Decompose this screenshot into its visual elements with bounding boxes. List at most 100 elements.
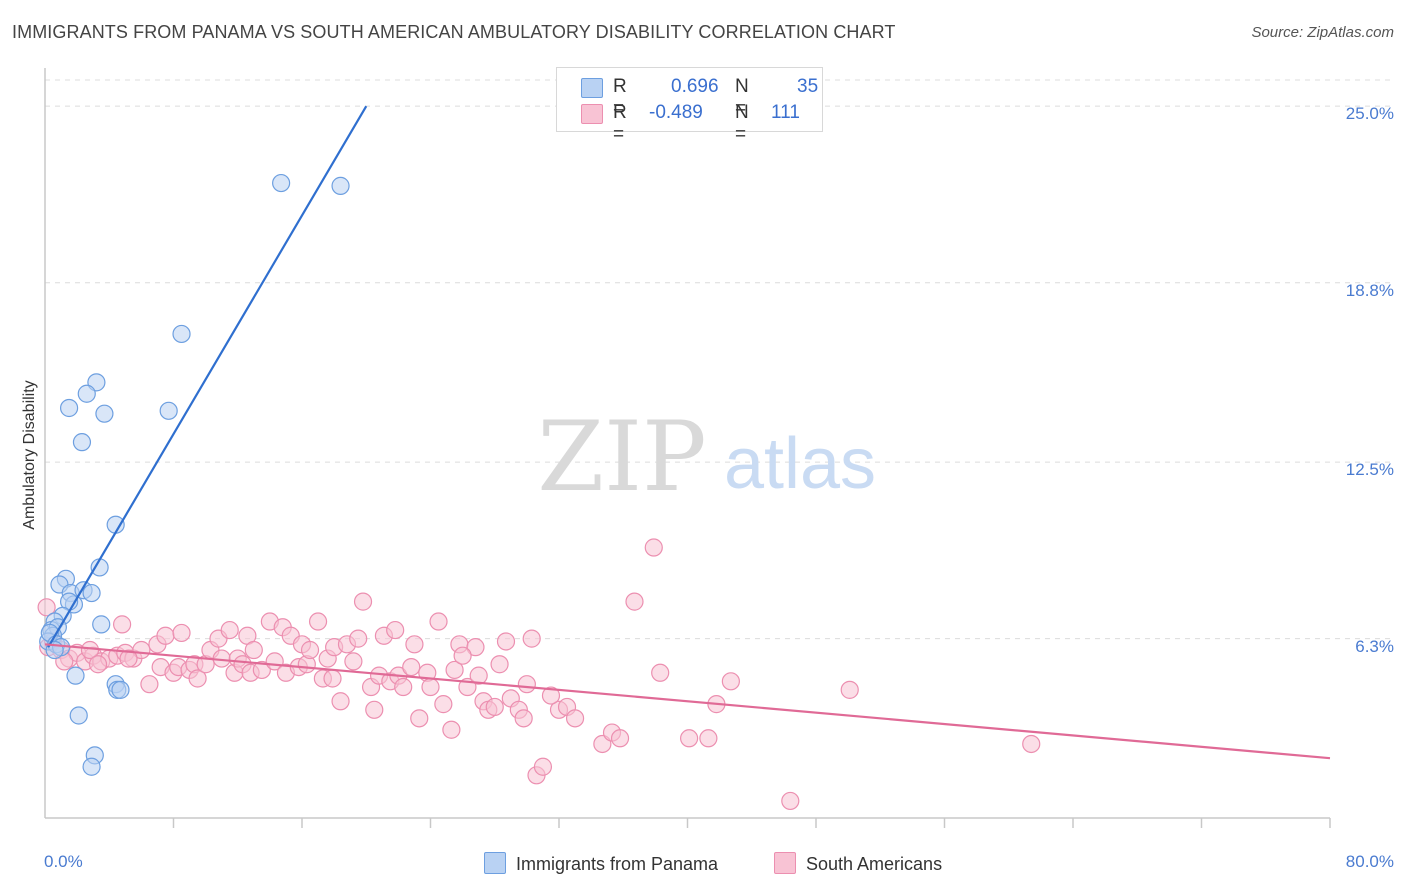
south-americans-point [244, 640, 263, 660]
south-americans-trend-line [44, 643, 1331, 760]
south-americans-point [140, 675, 159, 694]
axes [44, 68, 1331, 828]
r-value: -0.489 [649, 102, 703, 123]
panama-point [159, 401, 178, 420]
south-americans-point [721, 672, 740, 691]
grid-lines [45, 79, 1392, 640]
south-americans-point [469, 666, 488, 685]
south-americans-point [429, 612, 448, 631]
south-americans-point [365, 700, 384, 719]
south-americans-point [610, 729, 630, 748]
legend-label: South Americans [806, 854, 943, 874]
panama-point [92, 615, 111, 634]
source-credit: Source: ZipAtlas.com [1251, 24, 1394, 41]
legend-swatch-blue [484, 852, 506, 874]
n-value: 35 [797, 76, 819, 97]
south-americans-point [410, 709, 429, 728]
legend-swatch-pink [774, 852, 796, 874]
south-americans-points [37, 538, 1041, 811]
south-americans-point [533, 757, 553, 776]
panama-point [82, 583, 101, 603]
south-americans-point [541, 686, 561, 705]
south-americans-point [308, 612, 328, 631]
south-americans-point [349, 629, 368, 648]
south-americans-point [699, 729, 718, 748]
south-americans-point [445, 660, 464, 680]
watermark: ZIP atlas [537, 401, 876, 513]
south-americans-point [252, 660, 271, 680]
south-americans-point [434, 695, 453, 714]
n-value: 111 [771, 102, 800, 123]
south-americans-point [323, 669, 342, 688]
legend-item-panama: Immigrants from Panama [484, 852, 718, 875]
legend-item-south-americans: South Americans [774, 852, 942, 875]
r-value: 0.696 [671, 76, 719, 97]
panama-point [82, 757, 101, 776]
south-americans-point [496, 632, 516, 651]
south-americans-point [156, 626, 175, 645]
south-americans-point [522, 629, 541, 648]
panama-point [72, 433, 92, 452]
chart-title: IMMIGRANTS FROM PANAMA VS SOUTH AMERICAN… [12, 22, 896, 42]
panama-point [69, 706, 88, 725]
legend-swatch-blue [581, 78, 603, 98]
south-americans-point [300, 640, 320, 660]
correlation-legend: R = 0.696 N = 35 R = -0.489 N = 111 [556, 67, 823, 145]
y-tick-label: 6.3% [1355, 636, 1394, 656]
south-americans-point [220, 620, 239, 640]
y-tick-label: 18.8% [1345, 280, 1394, 300]
panama-point [66, 666, 85, 685]
panama-point [95, 404, 114, 423]
panama-point [77, 384, 96, 403]
south-americans-point [344, 652, 363, 671]
south-americans-point [88, 655, 108, 674]
x-tick-max: 80.0% [1345, 852, 1394, 871]
watermark-zip: ZIP [537, 401, 706, 513]
south-americans-point [680, 729, 699, 748]
panama-point [331, 176, 350, 195]
y-tick-label: 12.5% [1345, 460, 1394, 480]
south-americans-point [394, 677, 413, 697]
legend-swatch-pink [581, 104, 603, 124]
south-americans-point [353, 592, 373, 611]
south-americans-point [402, 657, 421, 677]
x-tick-min: 0.0% [44, 852, 83, 871]
trend-lines [44, 105, 1331, 760]
r-label: R = [613, 76, 627, 119]
south-americans-point [331, 692, 350, 711]
panama-point [59, 398, 79, 418]
south-americans-point [651, 663, 670, 682]
south-americans-point [781, 791, 800, 811]
n-label: N = [735, 102, 749, 145]
south-americans-point [490, 655, 509, 674]
panama-points [39, 173, 350, 776]
south-americans-point [119, 649, 138, 668]
south-americans-point [517, 675, 536, 694]
south-americans-point [1022, 734, 1041, 754]
south-americans-point [514, 709, 533, 728]
south-americans-point [405, 635, 424, 654]
south-americans-point [453, 646, 472, 665]
south-americans-point [466, 638, 485, 657]
south-americans-point [386, 620, 405, 640]
south-americans-point [421, 677, 440, 697]
watermark-atlas: atlas [724, 424, 876, 504]
south-americans-point [188, 669, 207, 688]
panama-point [172, 324, 191, 344]
panama-trend-line [47, 105, 368, 648]
south-americans-point [485, 697, 504, 717]
panama-point [272, 173, 291, 193]
south-americans-point [565, 709, 585, 728]
south-americans-point [442, 720, 461, 739]
south-americans-point [37, 598, 56, 617]
legend-label: Immigrants from Panama [516, 854, 719, 874]
south-americans-point [625, 592, 644, 611]
south-americans-point [644, 538, 663, 557]
n-label: N = [735, 76, 749, 119]
r-label: R = [613, 102, 627, 145]
south-americans-point [840, 680, 859, 699]
panama-point [111, 680, 130, 699]
south-americans-point [112, 615, 132, 634]
south-americans-point [172, 623, 191, 643]
